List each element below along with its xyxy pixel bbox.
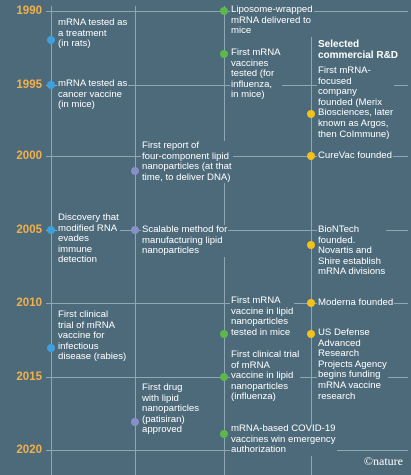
event-dot-moderna	[307, 299, 315, 307]
event-label-four-component: First report of four-component lipid nan…	[141, 140, 233, 184]
event-label-curevac: CureVac founded	[317, 150, 393, 162]
year-gridline-2010	[46, 303, 408, 304]
event-label-darpa: US Defense Advanced Research Projects Ag…	[317, 327, 388, 403]
event-dot-biontech	[307, 241, 315, 249]
event-label-rats: mRNA tested as a treatment (in rats)	[57, 17, 129, 50]
event-label-covid: mRNA-based COVID-19 vaccines win emergen…	[230, 423, 337, 456]
event-dot-covid	[220, 430, 228, 438]
year-label-2005: 2005	[16, 224, 42, 236]
event-dot-merix	[307, 110, 315, 118]
event-label-lnp-trial: First clinical trial of mRNA vaccine in …	[230, 349, 301, 403]
event-dot-patisiran	[131, 418, 139, 426]
event-label-biontech: BioNTech founded. Novartis and Shire est…	[317, 224, 387, 278]
lane-line-lipid	[135, 6, 136, 475]
nature-logo: ©nature	[363, 454, 403, 468]
year-label-2000: 2000	[16, 150, 42, 162]
event-dot-rats	[47, 36, 55, 44]
event-label-liposome: Liposome-wrapped mRNA delivered to mice	[230, 4, 314, 37]
year-label-1995: 1995	[16, 79, 42, 91]
event-dot-four-component	[131, 167, 139, 175]
commercial-heading: Selected commercial R&D	[318, 39, 399, 61]
event-dot-lnp-mice	[220, 330, 228, 338]
event-label-merix: First mRNA- focused company founded (Mer…	[317, 65, 395, 141]
year-label-2020: 2020	[16, 444, 42, 456]
event-dot-cancer-vaccine	[47, 81, 55, 89]
event-label-rabies: First clinical trial of mRNA vaccine for…	[57, 309, 128, 363]
event-dot-rabies	[47, 344, 55, 352]
event-label-cancer-vaccine: mRNA tested as cancer vaccine (in mice)	[57, 78, 129, 111]
event-dot-liposome	[220, 7, 228, 15]
event-label-patisiran: First drug with lipid nanoparticles (pat…	[141, 382, 201, 436]
event-label-lnp-mice: First mRNA vaccine in lipid nanoparticle…	[230, 295, 295, 339]
event-label-modified-rna: Discovery that modified RNA evades immun…	[57, 212, 120, 266]
year-gridline-1995	[46, 85, 408, 86]
event-label-scalable: Scalable method for manufacturing lipid …	[141, 224, 229, 257]
lane-line-discovery	[51, 6, 52, 475]
event-dot-darpa	[307, 330, 315, 338]
event-label-moderna: Moderna founded	[317, 297, 395, 309]
lane-line-commercial	[311, 6, 312, 475]
event-dot-influenza-vaccine	[220, 50, 228, 58]
year-gridline-2020	[46, 450, 408, 451]
year-label-2010: 2010	[16, 297, 42, 309]
event-dot-modified-rna	[47, 226, 55, 234]
year-label-1990: 1990	[16, 5, 42, 17]
event-dot-lnp-trial	[220, 373, 228, 381]
event-dot-scalable	[131, 226, 139, 234]
year-label-2015: 2015	[16, 371, 42, 383]
event-label-influenza-vaccine: First mRNA vaccines tested (for influenz…	[230, 47, 282, 101]
event-dot-curevac	[307, 152, 315, 160]
